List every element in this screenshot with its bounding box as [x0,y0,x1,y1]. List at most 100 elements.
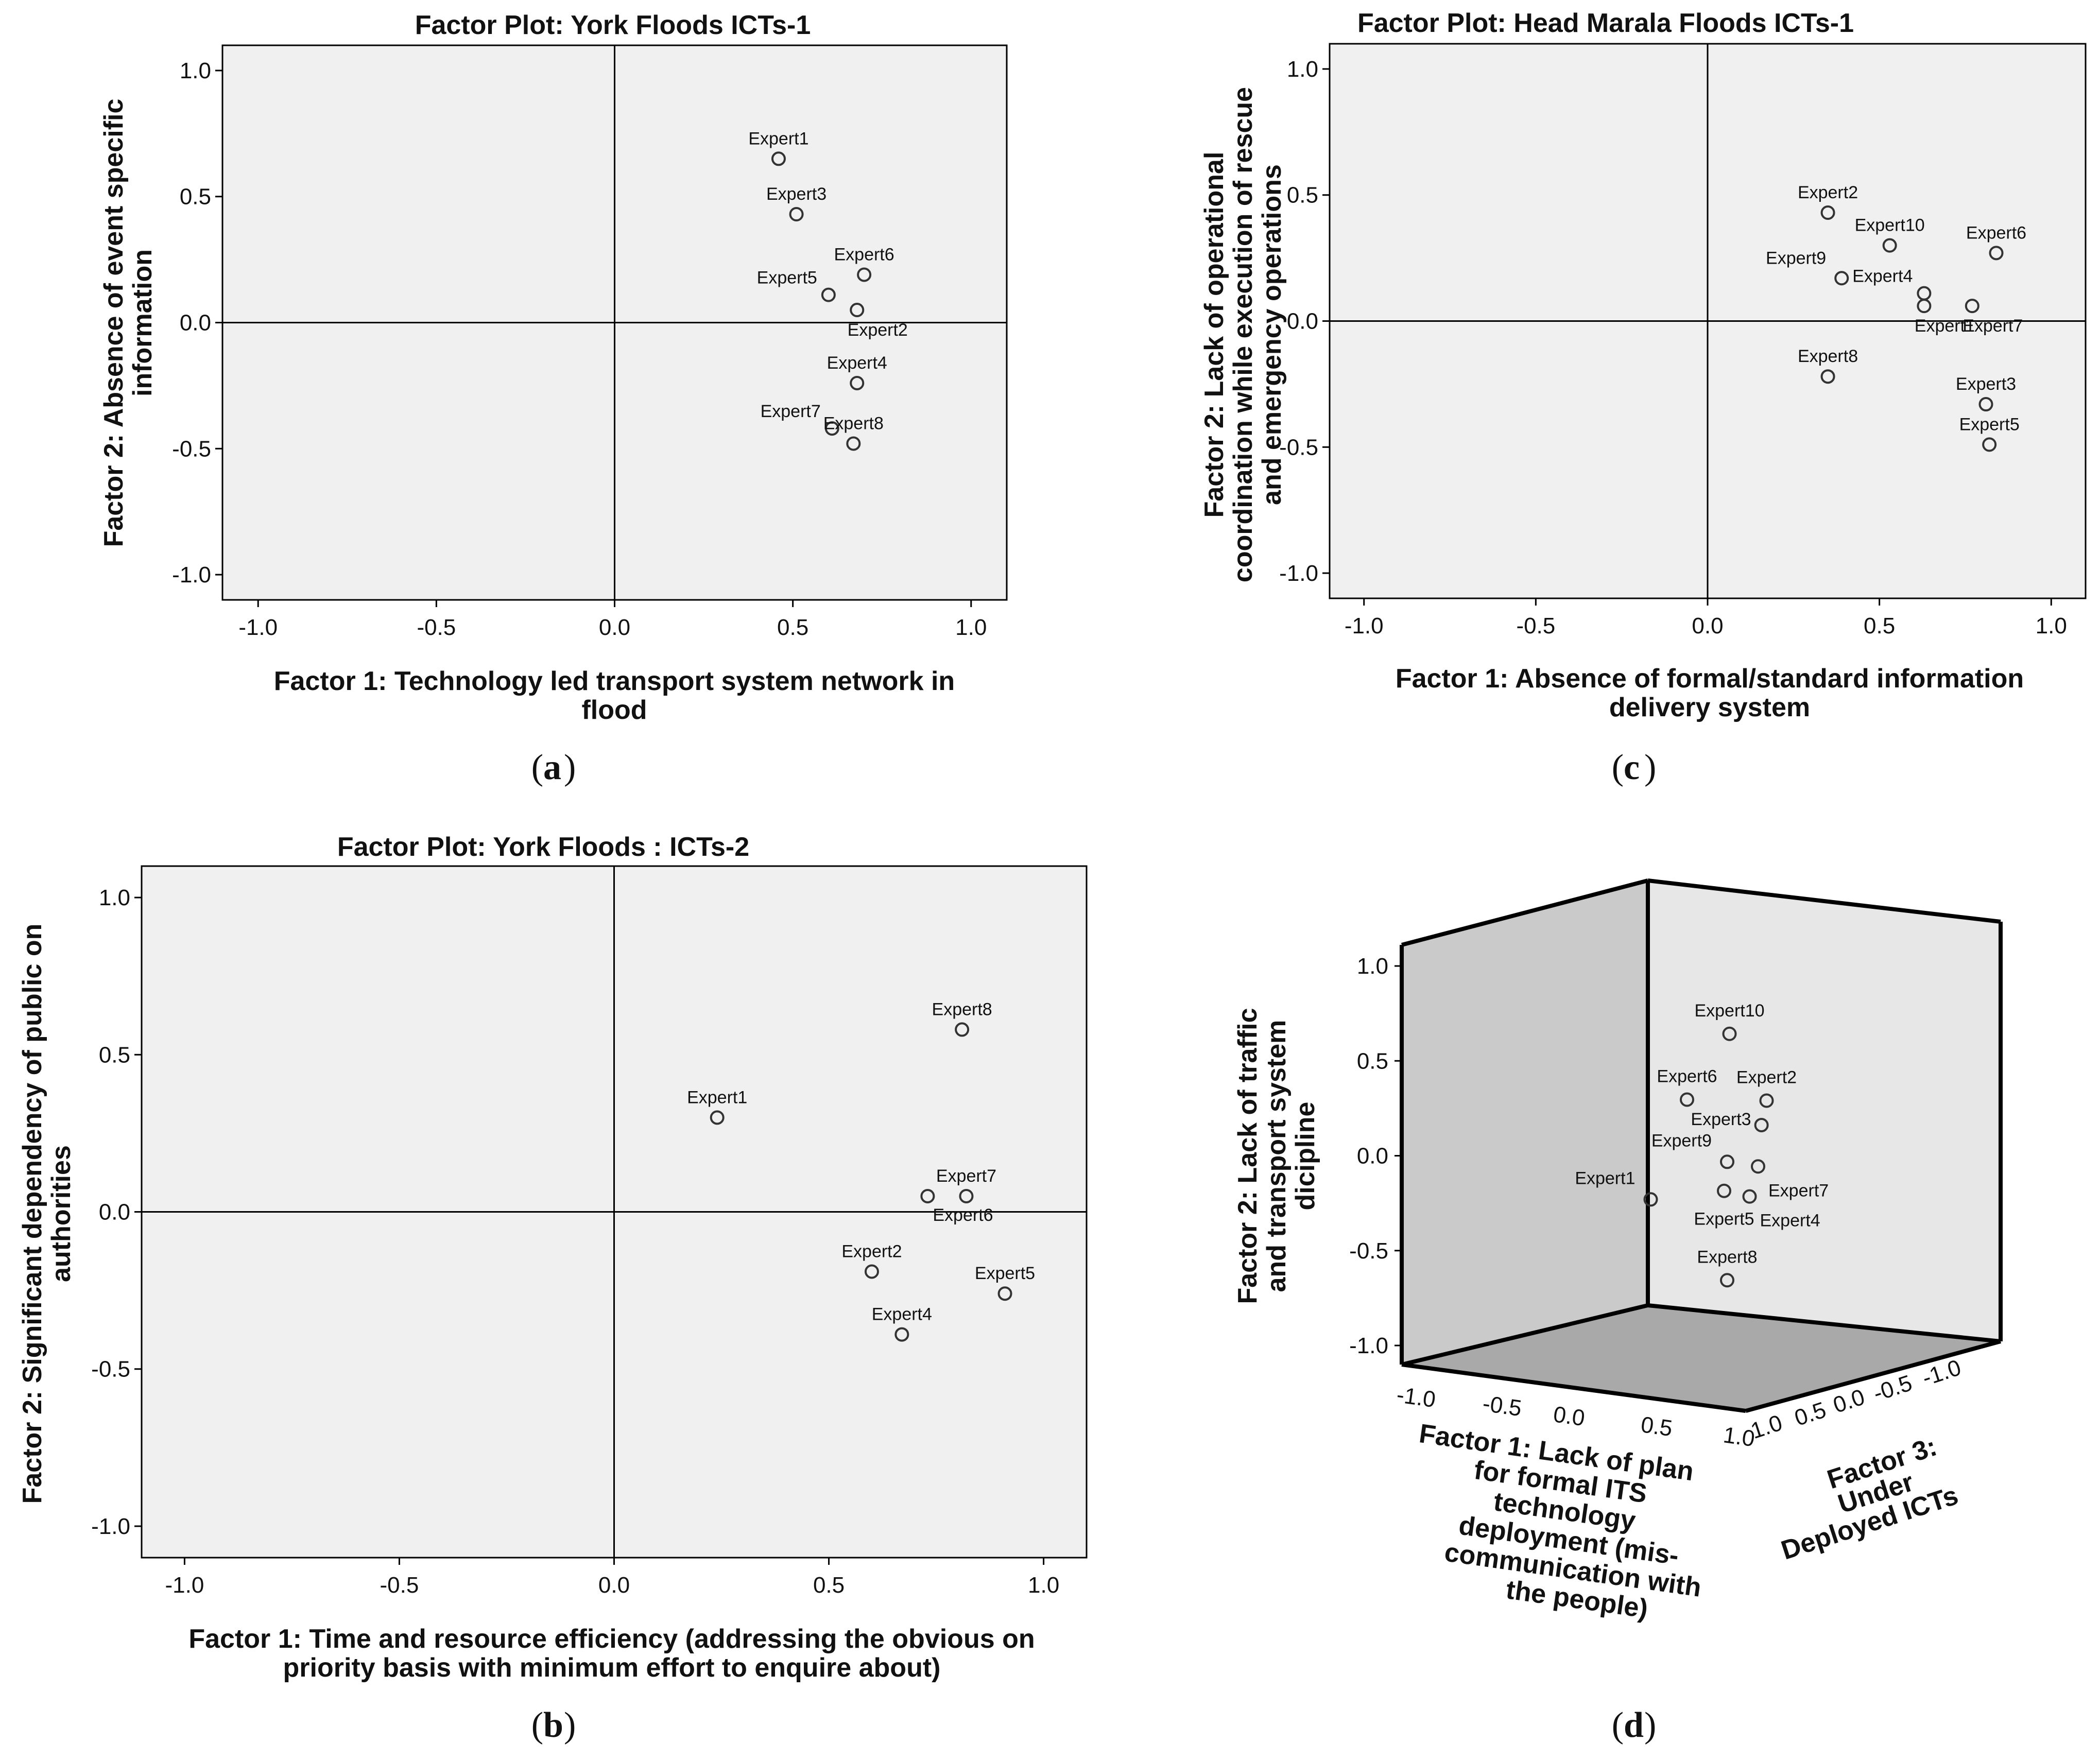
point-label: Expert3 [766,184,827,204]
y-tick-label: -1.0 [1349,1333,1388,1358]
data-point [894,1327,909,1342]
caption-close: ) [564,748,576,787]
y-tick-label: 0.5 [99,1042,130,1067]
data-point [821,287,836,302]
panel-caption: a [543,748,561,787]
point-label: Expert5 [757,268,817,288]
y-tick-label: -1.0 [172,562,211,588]
x-axis-label: priority basis with minimum effort to en… [283,1653,941,1683]
chart-title: Factor Plot: Head Marala Floods ICTs-1 [1357,8,1854,38]
point-label: Expert7 [1963,316,2023,336]
point-label: Expert8 [1697,1247,1757,1267]
point-label: Expert3 [1691,1110,1751,1129]
y-axis-label: Factor 2: Absence of event specific [99,99,129,547]
x-tick-label: -1.0 [238,615,278,640]
data-point [1643,1192,1658,1207]
data-point [1820,369,1835,384]
y-tick-label: 0.5 [1287,183,1318,208]
point-label: Expert2 [848,320,908,340]
y-tick-label: -0.5 [1349,1238,1388,1264]
data-point [1982,437,1997,452]
point-label: Expert2 [841,1241,902,1261]
data-point [1917,299,1932,314]
point-label: Expert4 [872,1305,932,1324]
point-label: Expert5 [1694,1210,1754,1229]
cube-edge [1401,1303,1648,1367]
x-tick-label: -0.5 [1516,613,1555,639]
y-tick-label: -0.5 [172,436,211,461]
y-axis-label: Factor 2: Significant dependency of publ… [18,924,47,1504]
x-tick-label: -1.0 [1345,613,1384,639]
x-tick-label: -0.5 [417,615,456,640]
cube-left-wall [1402,881,1648,1365]
data-point [1680,1092,1694,1107]
point-label: Expert1 [1915,316,1975,336]
point-label: Expert2 [1798,183,1858,202]
cube-floor [1402,1305,2001,1411]
data-point [1742,1189,1757,1204]
panel-caption: d [1624,1705,1644,1745]
point-label: Expert8 [932,999,992,1019]
point-label: Expert1 [687,1088,747,1107]
x-tick-label: 1.0 [1722,1422,1756,1452]
cube-edge [1745,1339,2002,1413]
caption-open: ( [531,748,543,787]
x-axis-label: delivery system [1609,693,1810,722]
point-label: Expert10 [1694,1001,1764,1021]
data-point [771,151,786,166]
data-point [997,1286,1012,1301]
panel-caption: c [1624,748,1640,787]
x-tick-label: -0.5 [1481,1391,1523,1421]
data-point [1759,1093,1774,1108]
data-point [850,375,865,390]
data-point [864,1264,879,1279]
point-label: Expert7 [761,402,821,421]
point-label: Expert1 [1575,1168,1635,1188]
x-tick-label: -1.0 [165,1573,204,1598]
x-tick-label: 1.0 [1028,1573,1059,1598]
y-axis-label: Factor 2: Lack of traffic [1233,1008,1263,1304]
x-tick-label: 0.5 [1639,1412,1674,1441]
chart-title: Factor Plot: York Floods : ICTs-2 [337,832,749,862]
point-label: Expert1 [748,129,808,148]
point-label: Expert8 [823,413,884,433]
x-tick-label: 1.0 [955,615,987,640]
data-point [846,436,861,451]
data-point [857,267,872,282]
y-tick-label: 1.0 [1357,954,1388,979]
x-tick-label: 0.0 [1552,1402,1586,1431]
cube-edge [1401,878,1649,947]
y-tick-label: 0.5 [180,184,211,210]
data-point [1882,238,1897,253]
y-axis-label: Factor 2: Lack of operational [1199,152,1229,518]
x-tick-label: 0.0 [599,615,630,640]
data-point [850,303,865,318]
y-tick-label: -1.0 [91,1514,130,1539]
x-tick-label: -0.5 [380,1573,419,1598]
caption-close: ) [564,1705,576,1745]
point-label: Expert4 [1760,1211,1820,1231]
factor-plot-b: -1.0 -1.0 -0.5 -0.5 0.0 0.0 0.5 0.5 1.0 1.0 Factor… [18,832,1088,1745]
data-point [710,1110,725,1125]
point-label: Expert6 [834,245,894,264]
y-tick-label: 0.0 [99,1200,130,1225]
point-label: Expert6 [933,1205,993,1225]
point-label: Expert7 [1768,1181,1829,1200]
y-tick-label: 1.0 [1287,57,1318,82]
data-point [1834,271,1849,286]
point-label: Expert2 [1736,1068,1797,1088]
factor-plot-a: -1.0 -1.0 -0.5 -0.5 0.0 0.0 0.5 0.5 1.0 1.0 Factor… [99,10,1008,787]
x-tick-label: 0.0 [1692,613,1723,639]
data-point [1720,1154,1734,1169]
x-axis-label: flood [581,695,647,725]
point-label: Expert6 [1657,1067,1717,1086]
point-label: Expert6 [1966,223,2026,243]
z-tick-label: 1.0 [1748,1410,1785,1444]
data-point [1978,397,1993,412]
point-label: Expert9 [1766,248,1826,268]
y-axis-label: coordination while execution of rescue [1228,87,1258,582]
y-tick-label: 0.5 [1357,1048,1388,1074]
x-axis-label: Factor 1: Technology led transport syste… [274,666,955,696]
data-point [789,206,804,221]
